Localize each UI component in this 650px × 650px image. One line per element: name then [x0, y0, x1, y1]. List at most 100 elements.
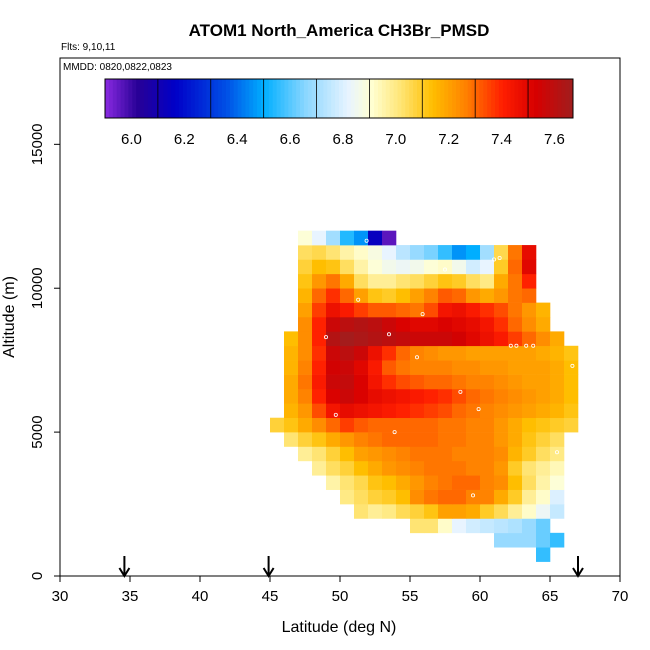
heatmap-cell — [424, 518, 439, 534]
heatmap-cell — [438, 331, 453, 347]
heatmap-cell — [368, 504, 383, 519]
heatmap-cell — [452, 374, 467, 390]
colorbar-segment — [342, 79, 348, 118]
sample-point — [470, 493, 475, 498]
heatmap-cell — [508, 388, 523, 404]
heatmap-cell — [564, 345, 579, 361]
dates-label: MMDD: 0820,0822,0823 — [63, 62, 172, 73]
heatmap-cell — [326, 317, 341, 332]
colorbar-segment — [389, 79, 394, 118]
heatmap-cell — [480, 432, 495, 447]
colorbar-segment — [300, 79, 305, 118]
colorbar-segment — [175, 79, 180, 118]
heatmap-cell — [466, 331, 481, 347]
heatmap-cell — [382, 504, 397, 519]
heatmap-cell — [410, 331, 425, 347]
colorbar-segment — [105, 79, 110, 118]
colorbar-segment — [545, 79, 550, 118]
heatmap-cell — [326, 374, 341, 390]
heatmap-cell — [354, 475, 369, 490]
heatmap-cell — [396, 446, 411, 462]
heatmap-cell — [424, 460, 439, 476]
heatmap-cell — [522, 504, 537, 519]
heatmap-cell — [508, 518, 523, 534]
heatmap-cell — [480, 403, 495, 419]
heatmap-cell — [312, 259, 327, 275]
colorbar-segment — [530, 79, 535, 118]
colorbar-segment — [214, 79, 219, 118]
heatmap-cell — [410, 518, 425, 534]
heatmap-cell — [424, 504, 439, 519]
heatmap-cell — [326, 345, 341, 361]
colorbar-segment — [335, 79, 340, 118]
heatmap-cell — [410, 345, 425, 361]
heatmap-cell — [340, 230, 355, 246]
colorbar-segment — [459, 79, 465, 118]
heatmap-cell — [368, 417, 383, 433]
heatmap-cell — [396, 273, 411, 289]
heatmap-cell — [508, 504, 523, 519]
heatmap-cell — [382, 317, 397, 332]
heatmap-cell — [368, 230, 383, 246]
colorbar-segment — [261, 79, 266, 118]
colorbar-segment — [292, 79, 297, 118]
heatmap-cell — [466, 288, 481, 303]
heatmap-cell — [452, 518, 467, 534]
heatmap-cell — [298, 417, 313, 433]
heatmap-cell — [326, 403, 341, 419]
heatmap-cell — [326, 331, 341, 347]
heatmap-cell — [522, 345, 537, 361]
colorbar-segment — [436, 79, 441, 118]
sample-point — [333, 412, 338, 417]
heatmap-cell — [340, 302, 355, 318]
heatmap-cell — [368, 460, 383, 476]
heatmap-cell — [438, 446, 453, 462]
heatmap-cell — [410, 475, 425, 490]
heatmap-cell — [368, 403, 383, 419]
heatmap-cell — [284, 360, 299, 375]
y-tick-label: 5000 — [29, 415, 46, 448]
heatmap-cell — [424, 317, 439, 332]
heatmap-cell — [298, 446, 313, 462]
heatmap-cell — [438, 360, 453, 375]
heatmap-cell — [522, 475, 537, 490]
heatmap-cell — [368, 432, 383, 447]
colorbar-segment — [471, 79, 476, 118]
heatmap-cell — [508, 302, 523, 318]
colorbar-segment — [491, 79, 496, 118]
heatmap-cell — [564, 417, 579, 433]
latitude-markers — [118, 556, 584, 578]
heatmap-cell — [410, 273, 425, 289]
heatmap-cell — [284, 403, 299, 419]
colorbar-segment — [225, 79, 231, 118]
heatmap-cell — [410, 360, 425, 375]
colorbar-segment — [346, 79, 352, 118]
heatmap-cell — [368, 288, 383, 303]
x-tick-label: 35 — [122, 588, 139, 605]
chart-title: ATOM1 North_America CH3Br_PMSD — [189, 21, 490, 40]
colorbar-tick-label: 6.8 — [333, 131, 354, 148]
heatmap-cell — [550, 403, 565, 419]
heatmap-cell — [438, 388, 453, 404]
colorbar-segment — [381, 79, 387, 118]
sample-point — [364, 238, 369, 243]
heatmap-cell — [564, 374, 579, 390]
colorbar-segment — [569, 79, 574, 118]
heatmap-cell — [284, 432, 299, 447]
heatmap-cell — [452, 288, 467, 303]
x-tick-label: 45 — [262, 588, 279, 605]
x-tick-label: 65 — [542, 588, 559, 605]
heatmap-cell — [298, 331, 313, 347]
colorbar-tick-label: 7.6 — [544, 131, 565, 148]
heatmap-cell — [424, 273, 439, 289]
colorbar-segment — [405, 79, 410, 118]
heatmap-cell — [368, 475, 383, 490]
down-arrow-icon — [572, 556, 584, 578]
down-arrow-icon — [262, 556, 275, 578]
heatmap-cell — [452, 317, 467, 332]
colorbar-segment — [245, 79, 250, 118]
heatmap-cell — [410, 259, 425, 275]
colorbar-segment — [374, 79, 379, 118]
heatmap-cell — [298, 403, 313, 419]
colorbar-tick-label: 7.2 — [438, 131, 459, 148]
